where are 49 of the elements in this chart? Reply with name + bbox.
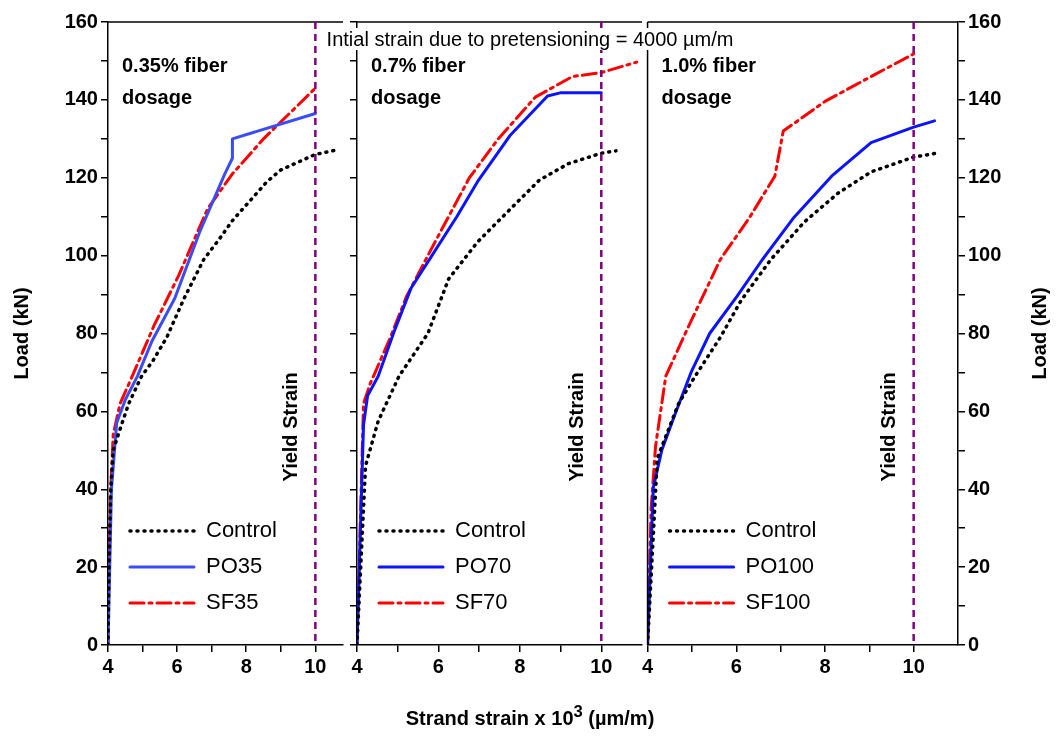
y-tick-label: 60 (968, 398, 991, 421)
legend-label: SF70 (455, 589, 508, 615)
y-tick-label: 0 (968, 632, 980, 655)
y-tick-label: 20 (968, 554, 991, 577)
x-tick-label: 10 (590, 654, 613, 677)
y-tick-label: 120 (968, 165, 1002, 188)
y-tick-label: 100 (64, 243, 98, 266)
ref-line-label: Yield Strain (877, 372, 900, 482)
legend-label: Control (455, 517, 526, 543)
x-tick-label: 10 (902, 654, 925, 677)
y-tick-label: 100 (968, 243, 1002, 266)
legend-label: SF35 (206, 589, 259, 615)
y-tick-label: 40 (75, 476, 98, 499)
legend-label: Control (745, 517, 817, 543)
y-tick-label: 120 (64, 165, 98, 188)
annotation: 1.0% fiber dosage (661, 53, 757, 108)
y-axis-title: Load (kN) (1027, 287, 1050, 380)
y-tick-label: 140 (64, 87, 98, 110)
legend-label: SF100 (745, 589, 811, 615)
x-tick-label: 10 (304, 654, 327, 677)
y-tick-label: 160 (64, 9, 98, 32)
ref-line-label: Yield Strain (564, 372, 587, 482)
legend-label: PO70 (455, 553, 512, 579)
x-tick-label: 8 (240, 654, 252, 677)
y-tick-label: 40 (968, 476, 991, 499)
x-tick-label: 6 (730, 654, 742, 677)
x-tick-label: 4 (351, 654, 364, 677)
y-tick-label: 160 (968, 9, 1002, 32)
y-axis-title: Load (kN) (9, 287, 32, 380)
y-tick-label: 20 (75, 554, 98, 577)
annotation: 0.7% fiber dosage (371, 53, 466, 108)
y-tick-label: 80 (75, 321, 98, 344)
y-tick-label: 80 (968, 321, 991, 344)
x-tick-label: 6 (171, 654, 183, 677)
x-tick-label: 6 (432, 654, 444, 677)
x-axis-title: Strand strain x 10$^{3}$ (µm/m) (404, 702, 656, 730)
legend-label: PO35 (206, 553, 263, 579)
ref-line-label: Yield Strain (278, 372, 301, 482)
legend-label: PO100 (745, 553, 815, 579)
x-tick-label: 4 (642, 654, 654, 677)
x-tick-label: 8 (514, 654, 526, 677)
legend-label: Control (206, 517, 277, 543)
y-tick-label: 140 (968, 87, 1002, 110)
y-tick-label: 0 (86, 632, 98, 655)
y-tick-label: 60 (75, 398, 98, 421)
chart-title: Intial strain due to pretensioning = 4000 µm/m (323, 28, 737, 50)
x-tick-label: 4 (102, 654, 115, 677)
x-tick-label: 8 (819, 654, 831, 677)
annotation: 0.35% fiber dosage (122, 53, 228, 108)
